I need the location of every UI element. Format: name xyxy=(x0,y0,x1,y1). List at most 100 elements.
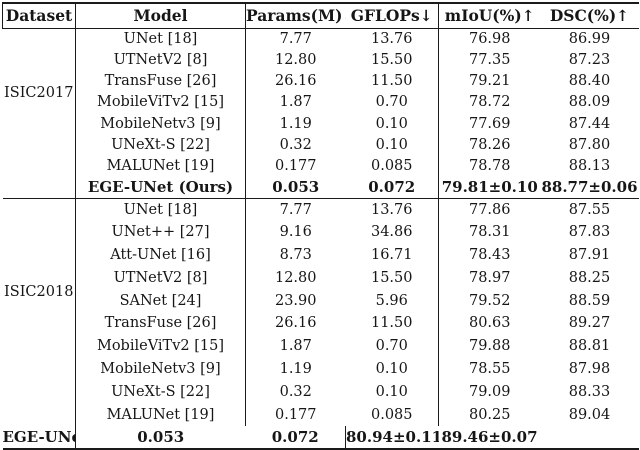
miou-cell: 80.94±0.11 xyxy=(346,427,439,446)
gflops-cell: 34.86 xyxy=(345,220,439,244)
params-cell: 1.19 xyxy=(279,360,312,377)
model-cell: UNet++ [27] xyxy=(75,220,246,244)
params-cell: 12.80 xyxy=(274,51,317,68)
table-row: MALUNet [19] 0.177 0.085 78.78 88.13 xyxy=(3,155,639,177)
model-cell: TransFuse [26] xyxy=(75,311,246,335)
dsc-cell: 87.44 xyxy=(568,115,611,132)
params-cell: 0.053 xyxy=(137,427,185,446)
dataset-label: ISIC2018 xyxy=(2,197,76,426)
model-cell: MobileNetv3 [9] xyxy=(75,113,246,135)
table-row-ours: EGE-UNet (Ours) 0.053 0.072 79.81±0.10 8… xyxy=(3,176,639,198)
model-cell: MobileViTv2 [15] xyxy=(75,91,246,113)
table-row-ours: EGE-UNet (Ours) 0.053 0.072 80.94±0.11 8… xyxy=(2,425,639,449)
miou-cell: 78.97 xyxy=(468,269,511,286)
dsc-cell: 87.83 xyxy=(568,224,611,241)
table-row: UNeXt-S [22] 0.32 0.10 79.09 88.33 xyxy=(3,380,639,404)
dsc-cell: 88.59 xyxy=(568,292,611,309)
model-cell: TransFuse [26] xyxy=(75,70,246,92)
dsc-cell: 88.09 xyxy=(568,94,611,111)
gflops-cell: 0.085 xyxy=(345,403,439,426)
gflops-cell: 11.50 xyxy=(345,311,439,335)
params-cell: 1.19 xyxy=(279,115,312,132)
model-cell: SANet [24] xyxy=(75,289,246,312)
gflops-cell: 15.50 xyxy=(345,266,439,290)
params-cell: 0.32 xyxy=(279,383,312,400)
dsc-cell: 87.98 xyxy=(568,360,611,377)
miou-cell: 79.52 xyxy=(468,292,511,309)
gflops-cell: 13.76 xyxy=(345,197,439,221)
miou-cell: 79.09 xyxy=(468,383,511,400)
gflops-cell: 0.072 xyxy=(345,176,439,198)
header-gflops: GFLOPs↓ xyxy=(345,3,439,29)
header-model: Model xyxy=(75,3,246,29)
params-cell: 9.16 xyxy=(279,224,312,241)
table-row: Att-UNet [16] 8.73 16.71 78.43 87.91 xyxy=(3,243,639,267)
miou-cell: 77.69 xyxy=(468,115,511,132)
dataset-label: ISIC2017 xyxy=(2,28,76,198)
miou-cell: 77.86 xyxy=(438,197,541,221)
dsc-cell: 88.13 xyxy=(568,158,611,175)
params-cell: 1.87 xyxy=(279,94,312,111)
header-row: Dataset Model Params(M)↓ GFLOPs↓ mIoU(%)… xyxy=(2,3,639,29)
params-cell: 0.177 xyxy=(274,406,317,423)
miou-cell: 78.31 xyxy=(468,224,511,241)
dsc-cell: 88.77±0.06 xyxy=(541,178,638,197)
dsc-cell: 87.55 xyxy=(540,197,639,221)
table-row: MALUNet [19] 0.177 0.085 80.25 89.04 xyxy=(3,403,639,426)
params-cell: 26.16 xyxy=(274,73,317,90)
table-row: UNeXt-S [22] 0.32 0.10 78.26 87.80 xyxy=(3,134,639,156)
table-row: TransFuse [26] 26.16 11.50 79.21 88.40 xyxy=(3,70,639,92)
gflops-cell: 0.70 xyxy=(345,334,439,358)
header-miou: mIoU(%)↑ xyxy=(438,3,541,29)
miou-cell: 76.98 xyxy=(468,30,511,47)
model-cell: UNet [18] xyxy=(75,197,246,221)
dsc-cell: 88.40 xyxy=(568,73,611,90)
params-cell: 7.77 xyxy=(245,197,346,221)
gflops-cell: 0.10 xyxy=(345,357,439,381)
gflops-cell: 0.10 xyxy=(345,113,439,135)
params-cell: 7.77 xyxy=(279,30,312,47)
params-cell: 1.87 xyxy=(279,338,312,355)
dsc-cell: 88.25 xyxy=(568,269,611,286)
model-cell: UTNetV2 [8] xyxy=(75,266,246,290)
table-row: SANet [24] 23.90 5.96 79.52 88.59 xyxy=(3,289,639,312)
miou-cell: 77.35 xyxy=(468,51,511,68)
table-row: UTNetV2 [8] 12.80 15.50 78.97 88.25 xyxy=(3,266,639,290)
dsc-cell: 87.91 xyxy=(568,246,611,263)
section-isic2017: ISIC2017 UNet [18] 7.77 13.76 76.98 86.9… xyxy=(2,28,639,198)
model-cell: MobileViTv2 [15] xyxy=(75,334,246,358)
table-row: MobileNetv3 [9] 1.19 0.10 78.55 87.98 xyxy=(3,357,639,381)
table-row: MobileNetv3 [9] 1.19 0.10 77.69 87.44 xyxy=(3,113,639,135)
dsc-cell: 87.23 xyxy=(568,51,611,68)
dsc-cell: 88.81 xyxy=(568,338,611,355)
dsc-cell: 88.33 xyxy=(568,383,611,400)
table-row: MobileViTv2 [15] 1.87 0.70 79.88 88.81 xyxy=(3,334,639,358)
gflops-cell: 0.70 xyxy=(345,91,439,113)
header-dataset: Dataset xyxy=(2,3,76,29)
header-params: Params(M)↓ xyxy=(245,3,346,29)
params-cell: 12.80 xyxy=(274,269,317,286)
gflops-cell: 0.072 xyxy=(245,425,346,449)
miou-cell: 78.72 xyxy=(468,94,511,111)
model-cell: UNet [18] xyxy=(75,28,246,50)
gflops-cell: 0.085 xyxy=(345,155,439,177)
dsc-cell: 89.04 xyxy=(568,406,611,423)
miou-cell: 80.25 xyxy=(468,406,511,423)
miou-cell: 78.55 xyxy=(468,360,511,377)
model-cell: UNeXt-S [22] xyxy=(75,380,246,404)
dsc-cell: 86.99 xyxy=(568,30,611,47)
table-row: UTNetV2 [8] 12.80 15.50 77.35 87.23 xyxy=(3,49,639,71)
params-cell: 23.90 xyxy=(274,292,317,309)
table-row: TransFuse [26] 26.16 11.50 80.63 89.27 xyxy=(3,311,639,335)
miou-cell: 80.63 xyxy=(468,315,511,332)
header-dsc: DSC(%)↑ xyxy=(540,3,639,29)
model-cell: EGE-UNet (Ours) xyxy=(75,176,246,198)
gflops-cell: 13.76 xyxy=(345,28,439,50)
miou-cell: 78.26 xyxy=(468,136,511,153)
gflops-cell: 16.71 xyxy=(345,243,439,267)
model-cell: Att-UNet [16] xyxy=(75,243,246,267)
gflops-cell: 0.10 xyxy=(345,380,439,404)
miou-cell: 79.88 xyxy=(468,338,511,355)
miou-cell: 79.81±0.10 xyxy=(441,178,538,197)
